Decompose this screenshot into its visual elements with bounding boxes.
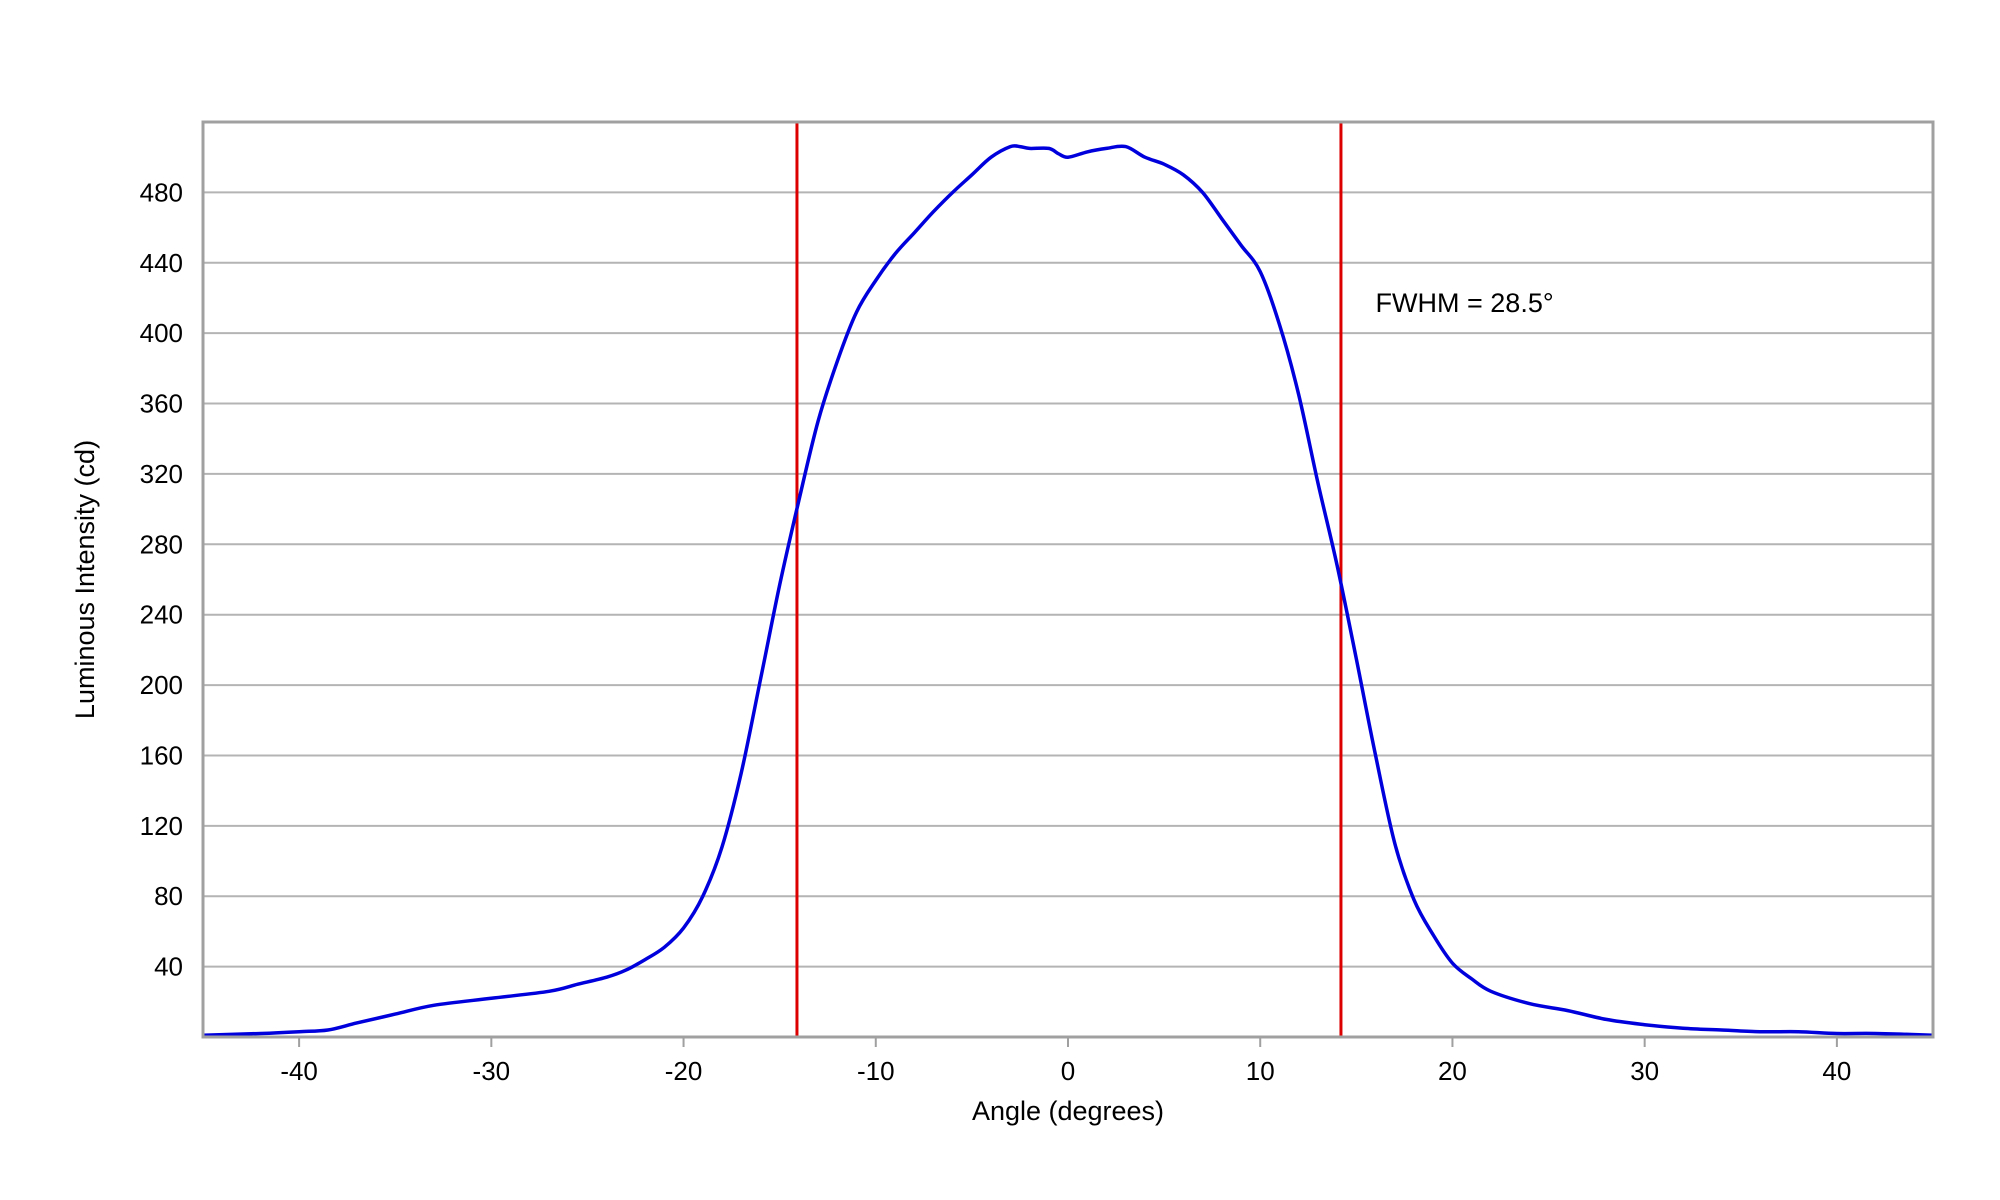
y-tick-label: 360 <box>140 389 183 419</box>
y-tick-label: 40 <box>154 952 183 982</box>
y-tick-label: 320 <box>140 459 183 489</box>
x-tick-label: -10 <box>857 1056 895 1086</box>
x-axis-title: Angle (degrees) <box>972 1096 1164 1126</box>
x-tick-label: -20 <box>665 1056 703 1086</box>
y-tick-label: 200 <box>140 670 183 700</box>
y-tick-label: 440 <box>140 248 183 278</box>
intensity-curve <box>202 144 1934 1037</box>
x-tick-label: 30 <box>1630 1056 1659 1086</box>
x-tick-label: 20 <box>1438 1056 1467 1086</box>
y-tick-label: 480 <box>140 177 183 207</box>
x-tick-label: 40 <box>1822 1056 1851 1086</box>
x-tick-label: 0 <box>1061 1056 1075 1086</box>
gridlines <box>203 191 1933 968</box>
y-tick-label: 280 <box>140 529 183 559</box>
fwhm-annotation: FWHM = 28.5° <box>1376 288 1554 318</box>
x-tick-label: 10 <box>1246 1056 1275 1086</box>
x-tick-label: -30 <box>473 1056 511 1086</box>
y-tick-label: 400 <box>140 318 183 348</box>
y-axis-title: Luminous Intensity (cd) <box>70 440 100 719</box>
x-tick-label: -40 <box>280 1056 318 1086</box>
y-tick-label: 160 <box>140 740 183 770</box>
y-tick-label: 80 <box>154 881 183 911</box>
y-tick-label: 240 <box>140 600 183 630</box>
x-axis-ticks: -40 -30 -20 -10 0 10 20 30 40 <box>280 1037 1851 1086</box>
y-axis-ticks: 40 80 120 160 200 240 280 320 360 400 440 480 <box>140 177 183 981</box>
y-tick-label: 120 <box>140 811 183 841</box>
